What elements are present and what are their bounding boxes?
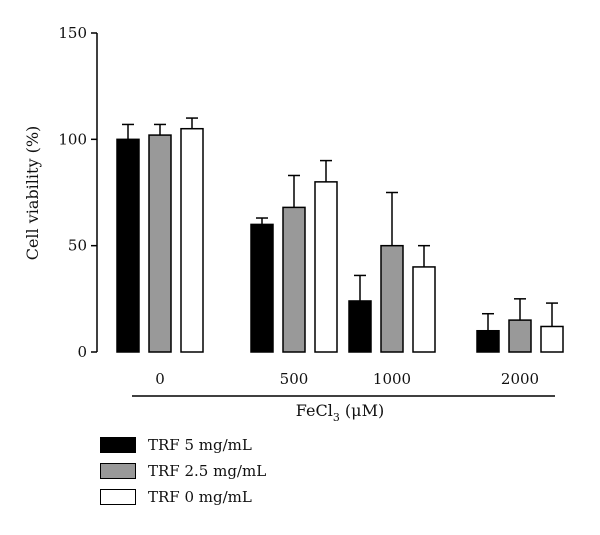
bar bbox=[282, 206, 306, 353]
x-axis-title-main: FeCl bbox=[296, 401, 333, 420]
legend-swatch-trf-5 bbox=[100, 437, 136, 453]
legend-swatch-trf-0 bbox=[100, 489, 136, 505]
legend: TRF 5 mg/mL TRF 2.5 mg/mL TRF 0 mg/mL bbox=[100, 434, 266, 512]
y-tick-label: 150 bbox=[58, 24, 87, 42]
x-axis-title-subscript: 3 bbox=[333, 411, 340, 424]
legend-item-trf-0: TRF 0 mg/mL bbox=[100, 486, 266, 508]
y-tick-label: 0 bbox=[77, 343, 87, 361]
legend-label-trf-2-5: TRF 2.5 mg/mL bbox=[148, 462, 267, 480]
bar bbox=[508, 319, 532, 353]
bar bbox=[148, 134, 172, 353]
bar bbox=[180, 127, 204, 353]
x-axis-title-unit: (μM) bbox=[340, 401, 384, 420]
x-tick-label: 0 bbox=[155, 370, 165, 388]
bar-chart: 0 50 100 150 0 500 1000 2000 Cell viability (%)… bbox=[23, 24, 564, 424]
y-tick-label: 100 bbox=[58, 130, 87, 148]
x-tick-label: 1000 bbox=[373, 370, 411, 388]
legend-label-trf-0: TRF 0 mg/mL bbox=[148, 488, 252, 506]
y-axis-title: Cell viability (%) bbox=[23, 126, 42, 261]
legend-swatch-trf-2-5 bbox=[100, 463, 136, 479]
bar bbox=[412, 266, 436, 353]
bar bbox=[476, 329, 500, 353]
y-tick-label: 50 bbox=[68, 237, 87, 255]
legend-item-trf-2-5: TRF 2.5 mg/mL bbox=[100, 460, 266, 482]
bar bbox=[540, 325, 564, 353]
plot-area: 0 50 100 150 0 500 1000 2000 bbox=[58, 24, 564, 397]
bar bbox=[116, 138, 140, 353]
legend-item-trf-5: TRF 5 mg/mL bbox=[100, 434, 266, 456]
legend-label-trf-5: TRF 5 mg/mL bbox=[148, 436, 252, 454]
bar bbox=[314, 181, 338, 353]
bar bbox=[348, 300, 372, 353]
bar bbox=[250, 223, 274, 353]
x-tick-label: 2000 bbox=[501, 370, 539, 388]
x-axis-title: FeCl3 (μM) bbox=[296, 401, 384, 424]
bar bbox=[380, 244, 404, 353]
x-tick-label: 500 bbox=[280, 370, 309, 388]
